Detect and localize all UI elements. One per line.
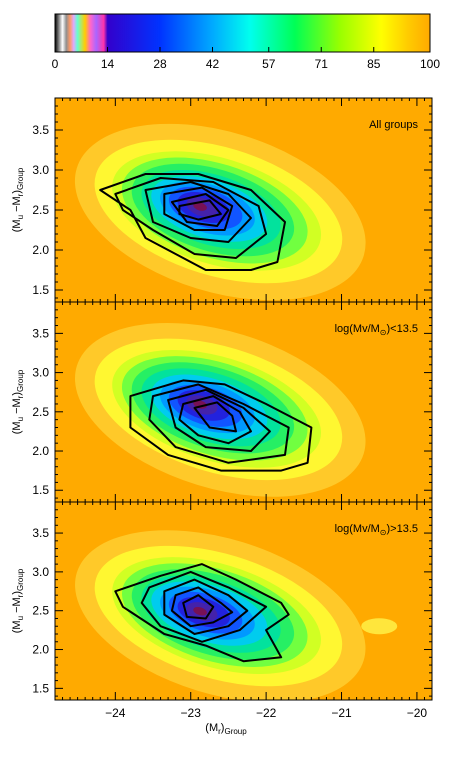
y-tick-label: 1.5	[32, 681, 49, 695]
y-tick-label: 1.5	[32, 483, 49, 497]
x-tick-label: −23	[181, 706, 202, 720]
x-tick-label: −24	[105, 706, 126, 720]
contour-line	[140, 570, 268, 643]
colorbar-tick-label: 0	[52, 57, 59, 71]
panel-1: 1.5 2.0 2.5 3.0 3.5 (Mu −Mr)Group All groups	[11, 97, 433, 303]
colorbar-tick-label: 42	[206, 57, 220, 71]
y-tick-label: 2.5	[32, 405, 49, 419]
y-tick-label: 3.5	[32, 526, 49, 540]
contour-line	[114, 177, 268, 259]
panel-label: log(Mv/M⊙)<13.5	[335, 323, 418, 337]
y-axis-title: (Mu −Mr)Group	[11, 167, 25, 232]
y-tick-label: 2.5	[32, 604, 49, 618]
colorbar-gradient	[54, 13, 431, 53]
contour-line	[99, 173, 286, 271]
y-tick-label: 3.0	[32, 565, 49, 579]
y-tick-label: 3.0	[32, 366, 49, 380]
contour-line	[170, 193, 230, 227]
colorbar-tick-label: 14	[101, 57, 115, 71]
y-tick-label: 2.0	[32, 243, 49, 257]
contour-line	[167, 388, 271, 452]
contour-line	[170, 586, 234, 628]
y-tick-label: 2.0	[32, 444, 49, 458]
y-axis-title: (Mu −Mr)Group	[11, 568, 25, 633]
y-tick-label: 1.5	[32, 283, 49, 297]
contour-line	[163, 186, 234, 231]
y-tick-label: 2.5	[32, 203, 49, 217]
contour-line	[114, 563, 290, 663]
colorbar-tick-label: 85	[367, 57, 381, 71]
contour-line	[182, 594, 215, 620]
colorbar-ticks: 0 14 28 42 57 71 85 100	[52, 47, 440, 71]
panel-label: All groups	[369, 119, 418, 131]
panel-3: 1.5 2.0 2.5 3.0 3.5 (Mu −Mr)Group log(Mv/M⊙)>1…	[11, 501, 433, 720]
contours	[129, 379, 313, 472]
y-tick-label: 3.0	[32, 163, 49, 177]
contour-line	[178, 395, 252, 445]
density-level	[193, 606, 207, 616]
panel-label: log(Mv/M⊙)>13.5	[335, 523, 418, 537]
colorbar: 0 14 28 42 57 71 85 100	[52, 13, 440, 71]
contour-line	[144, 181, 252, 243]
y-tick-label: 3.5	[32, 326, 49, 340]
panel-2: 1.5 2.0 2.5 3.0 3.5 (Mu −Mr)Group log(Mv/M⊙)<1…	[11, 301, 433, 503]
contour-line	[193, 401, 237, 433]
y-axis-title: (Mu −Mr)Group	[11, 369, 25, 434]
x-tick-label: −20	[407, 706, 428, 720]
contour-line	[148, 383, 290, 464]
y-tick-label: 3.5	[32, 123, 49, 137]
y-tick-label: 2.0	[32, 643, 49, 657]
svg-text:(Mr)Group: (Mr)Group	[205, 722, 247, 736]
x-axis-title: (Mr)Group	[205, 722, 247, 736]
colorbar-tick-label: 57	[262, 57, 276, 71]
density-level	[361, 618, 398, 635]
contour-line	[163, 578, 249, 635]
colorbar-tick-label: 100	[420, 57, 440, 71]
colorbar-tick-label: 28	[153, 57, 167, 71]
x-tick-label: −21	[331, 706, 352, 720]
axis-ticks	[54, 502, 433, 700]
contour-line	[178, 199, 222, 221]
density-level	[193, 202, 207, 211]
contours	[99, 173, 286, 271]
contour-line	[129, 379, 313, 472]
contours	[114, 563, 290, 663]
x-tick-label: −22	[256, 706, 277, 720]
colorbar-tick-label: 71	[315, 57, 329, 71]
